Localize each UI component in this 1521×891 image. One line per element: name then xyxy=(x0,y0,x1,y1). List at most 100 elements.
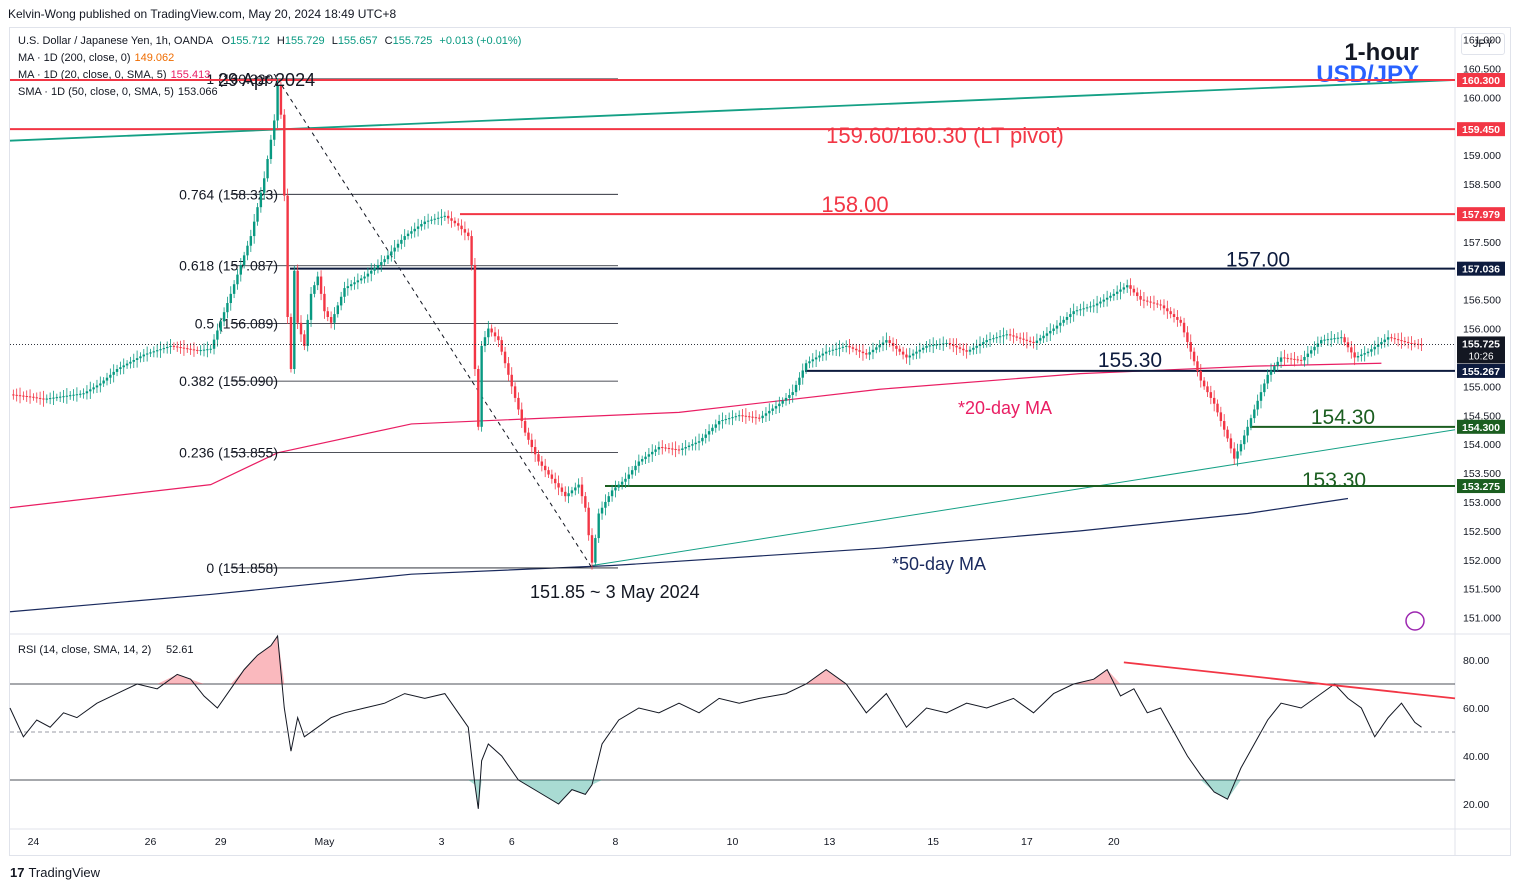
price-axis-level-tag xyxy=(1457,207,1505,222)
candle-body xyxy=(393,247,396,252)
candle-body xyxy=(1072,311,1075,315)
candle-body xyxy=(1249,418,1253,427)
candle-body xyxy=(1119,289,1122,292)
candle-body xyxy=(938,343,942,345)
candle-body xyxy=(978,343,982,346)
candle-body xyxy=(677,449,681,451)
candle-body xyxy=(135,358,139,360)
candle-body xyxy=(1370,349,1373,352)
candle-body xyxy=(985,340,988,343)
candle-body xyxy=(1323,339,1326,341)
x-tick-label: 6 xyxy=(509,836,515,848)
candle-body xyxy=(527,432,530,440)
candle-body xyxy=(861,351,865,354)
rsi-legend-value: 52.61 xyxy=(166,644,194,656)
candle-body xyxy=(343,288,346,297)
candle-body xyxy=(1413,343,1417,345)
candle-body xyxy=(791,392,794,396)
candle-body xyxy=(400,239,403,244)
candle-body xyxy=(129,361,132,364)
candle-body xyxy=(875,347,878,350)
candle-body xyxy=(771,408,774,411)
rsi-divergence-line xyxy=(1123,661,1456,700)
candle-body xyxy=(530,439,534,448)
sma50-line xyxy=(9,497,1349,613)
candle-body xyxy=(741,415,744,417)
candle-body xyxy=(1306,353,1310,357)
candle-body xyxy=(410,231,413,234)
candle-body xyxy=(142,354,145,357)
candle-body xyxy=(1293,358,1296,360)
candle-body xyxy=(1236,451,1239,459)
candle-body xyxy=(252,221,256,237)
candle-body xyxy=(463,229,467,233)
candle-body xyxy=(416,226,420,229)
candle-body xyxy=(236,274,239,285)
candle-body xyxy=(1316,343,1320,347)
candle-body xyxy=(1253,409,1256,419)
candle-body xyxy=(12,394,15,396)
candle-body xyxy=(614,487,617,491)
candle-body xyxy=(349,284,353,287)
candle-body xyxy=(1142,299,1146,301)
rsi-overbought-fill xyxy=(157,636,1121,684)
candle-body xyxy=(737,415,741,417)
candle-body xyxy=(1283,357,1286,359)
candle-body xyxy=(691,444,694,446)
candle-body xyxy=(497,336,500,341)
candle-body xyxy=(55,397,59,399)
legend-ma20[interactable]: MA · 1D (20, close, 0, SMA, 5) 155.413 xyxy=(18,69,210,81)
candle-body xyxy=(1166,308,1169,312)
tradingview-logo-mark: 17 xyxy=(10,865,25,880)
ohlc-low-label: L xyxy=(331,35,338,47)
candle-body xyxy=(1202,380,1206,387)
candle-body xyxy=(784,397,788,401)
candle-body xyxy=(891,343,895,346)
y-tick-label: 160.500 xyxy=(1463,63,1501,75)
candle-body xyxy=(1089,306,1092,308)
candle-body xyxy=(537,454,540,462)
y-tick-label: 151.500 xyxy=(1463,584,1501,596)
candle-body xyxy=(226,303,229,313)
candle-body xyxy=(1092,305,1095,307)
candle-body xyxy=(948,343,952,345)
ohlc-open: 155.712 xyxy=(230,35,270,47)
x-tick-label: 8 xyxy=(613,836,619,848)
candle-body xyxy=(1008,334,1012,336)
currency-button[interactable]: JPY xyxy=(1461,33,1505,55)
candle-body xyxy=(82,393,85,395)
candle-body xyxy=(657,447,661,450)
candle-body xyxy=(1199,370,1202,381)
candle-body xyxy=(346,286,350,289)
candle-body xyxy=(962,348,965,351)
candle-body xyxy=(286,195,289,317)
candle-body xyxy=(139,356,142,359)
candle-body xyxy=(453,220,457,224)
candle-body xyxy=(1320,340,1323,344)
candle-body xyxy=(707,431,711,435)
candle-body xyxy=(1156,303,1159,305)
candle-body xyxy=(1095,303,1099,306)
legend-ma200[interactable]: MA · 1D (200, close, 0) 149.062 xyxy=(18,52,174,64)
candle-body xyxy=(276,85,279,121)
candle-body xyxy=(239,264,242,275)
candle-body xyxy=(493,332,497,337)
rsi-oversold-fill xyxy=(468,780,1241,809)
candle-body xyxy=(1330,338,1333,340)
candle-body xyxy=(42,398,45,400)
legend-sma50-value: 153.066 xyxy=(177,86,218,98)
candle-body xyxy=(915,351,918,354)
candle-body xyxy=(764,413,768,416)
candle-body xyxy=(818,355,821,358)
replay-icon xyxy=(1405,611,1425,631)
key-level-label: 154.30 xyxy=(1311,406,1375,429)
ohlc-high: 155.729 xyxy=(284,35,325,47)
candle-body xyxy=(172,345,176,347)
candle-body xyxy=(470,236,473,265)
legend-sma50[interactable]: SMA · 1D (50, close, 0, SMA, 5) 153.066 xyxy=(18,86,218,98)
candle-body xyxy=(92,387,95,390)
candle-body xyxy=(216,330,219,340)
candle-body xyxy=(353,282,356,285)
candle-body xyxy=(831,349,835,351)
